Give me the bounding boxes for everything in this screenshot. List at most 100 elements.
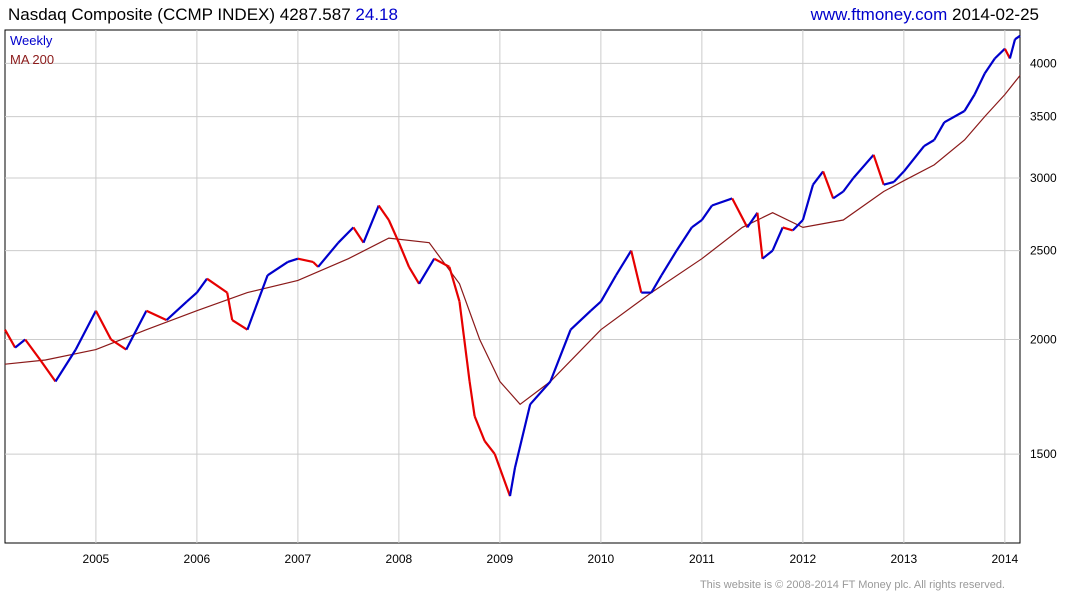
chart-title: Nasdaq Composite (CCMP INDEX) 4287.587 2… — [8, 5, 398, 25]
weekly-price-segment — [529, 380, 552, 406]
weekly-price-segment — [746, 212, 759, 229]
site-link[interactable]: www.ftmoney.com — [810, 5, 948, 24]
y-tick-label: 4000 — [1030, 56, 1057, 70]
weekly-price-segment — [94, 310, 112, 341]
weekly-price-segment — [508, 467, 517, 497]
weekly-price-segment — [675, 226, 693, 252]
weekly-price-segment — [842, 177, 855, 193]
weekly-price-segment — [549, 329, 572, 382]
weekly-price-segment — [24, 338, 42, 361]
weekly-price-segment — [110, 338, 127, 351]
weekly-price-segment — [4, 329, 17, 349]
weekly-price-segment — [125, 310, 148, 351]
weekly-price-segment — [397, 242, 411, 268]
weekly-price-segment — [513, 404, 532, 468]
weekly-price-segment — [352, 226, 365, 244]
ma-200-layer — [4, 75, 1021, 406]
weekly-price-segment — [650, 274, 663, 294]
weekly-price-segment — [711, 197, 733, 207]
weekly-price-segment — [731, 197, 749, 228]
y-tick-label: 3000 — [1030, 171, 1057, 185]
weekly-price-segment — [231, 319, 248, 331]
chart-date: 2014-02-25 — [952, 5, 1039, 24]
chart-header: Nasdaq Composite (CCMP INDEX) 4287.587 2… — [0, 0, 1075, 30]
y-tick-label: 1500 — [1030, 447, 1057, 461]
weekly-price-segment — [983, 57, 996, 75]
x-tick-label: 2007 — [285, 552, 312, 566]
index-title: Nasdaq Composite (CCMP INDEX) 4287.587 — [8, 5, 351, 24]
x-tick-label: 2006 — [184, 552, 211, 566]
weekly-bars — [4, 34, 1021, 497]
weekly-price-segment — [883, 180, 895, 186]
weekly-price-segment — [483, 440, 496, 455]
weekly-price-segment — [700, 204, 713, 221]
weekly-price-segment — [792, 219, 804, 232]
weekly-price-segment — [145, 309, 168, 322]
weekly-price-segment — [186, 291, 198, 303]
legend-weekly: Weekly — [10, 33, 53, 48]
weekly-price-segment — [287, 257, 299, 263]
weekly-price-segment — [377, 204, 390, 221]
weekly-price-segment — [801, 184, 815, 221]
weekly-price-segment — [943, 110, 966, 124]
weekly-price-segment — [196, 278, 208, 294]
weekly-price-segment — [39, 359, 57, 383]
weekly-price-segment — [206, 277, 228, 294]
weekly-price-segment — [963, 93, 976, 112]
y-tick-label: 2500 — [1030, 244, 1057, 258]
x-tick-label: 2012 — [790, 552, 817, 566]
x-tick-label: 2013 — [891, 552, 918, 566]
weekly-price-segment — [418, 258, 436, 285]
weekly-price-segment — [903, 145, 925, 173]
ma-200-line — [4, 75, 1021, 406]
weekly-price-segment — [433, 257, 450, 268]
weekly-price-segment — [599, 274, 617, 303]
x-tick-label: 2005 — [83, 552, 110, 566]
y-tick-label: 2000 — [1030, 333, 1057, 347]
weekly-price-segment — [1003, 48, 1011, 59]
weekly-price-segment — [973, 73, 986, 95]
x-tick-label: 2009 — [487, 552, 514, 566]
weekly-price-segment — [893, 170, 905, 183]
weekly-price-segment — [473, 415, 486, 442]
weekly-price-segment — [933, 121, 946, 141]
weekly-price-segment — [1008, 39, 1017, 59]
x-tick-label: 2014 — [991, 552, 1018, 566]
x-tick-label: 2008 — [386, 552, 413, 566]
grid-lines — [5, 30, 1020, 543]
weekly-price-segment — [872, 154, 885, 186]
x-tick-label: 2010 — [588, 552, 615, 566]
weekly-price-segment — [337, 226, 355, 244]
y-tick-label: 3500 — [1030, 110, 1057, 124]
weekly-price-segment — [312, 261, 319, 268]
weekly-price-segment — [812, 170, 824, 186]
weekly-price-segment — [761, 249, 774, 260]
weekly-price-segment — [691, 219, 703, 229]
weekly-price-segment — [771, 226, 784, 252]
weekly-price-segment — [569, 309, 592, 331]
weekly-price-segment — [266, 260, 289, 277]
weekly-price-segment — [468, 381, 476, 417]
weekly-price-segment — [226, 292, 234, 321]
weekly-price-segment — [782, 226, 794, 232]
site-and-date: www.ftmoney.com 2014-02-25 — [811, 5, 1039, 25]
weekly-price-segment — [630, 250, 643, 293]
weekly-price-segment — [852, 154, 875, 179]
copyright-footer: This website is © 2008-2014 FT Money plc… — [699, 579, 1005, 591]
price-change: 24.18 — [355, 5, 398, 24]
weekly-price-segment — [660, 250, 678, 276]
weekly-price-segment — [1014, 34, 1021, 41]
weekly-price-segment — [493, 453, 512, 497]
x-tick-label: 2011 — [689, 552, 715, 566]
weekly-price-segment — [408, 266, 421, 285]
weekly-price-segment — [822, 171, 835, 199]
weekly-price-segment — [994, 47, 1006, 60]
axis-labels: 1500 2000 2500 3000 3500 4000 2005 2006 2007 2008… — [83, 56, 1057, 566]
weekly-price-segment — [590, 300, 602, 312]
weekly-price-segment — [387, 219, 400, 244]
weekly-price-segment — [317, 241, 340, 268]
plot-frame — [4, 29, 1021, 544]
legend-ma-200: MA 200 — [10, 52, 54, 67]
weekly-price-segment — [923, 139, 935, 148]
